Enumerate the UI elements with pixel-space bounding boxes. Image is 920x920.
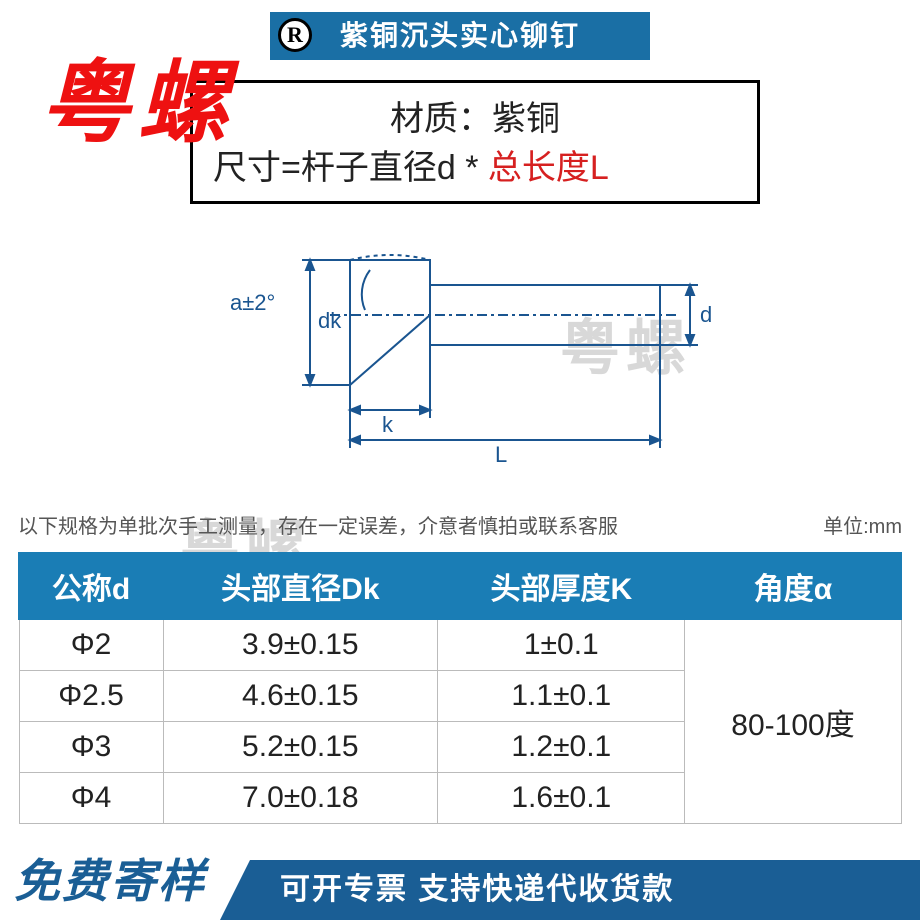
cell-dk: 3.9±0.15 [163,619,438,671]
spec-table: 公称d 头部直径Dk 头部厚度K 角度α Φ2 3.9±0.15 1±0.1 8… [18,552,902,824]
cell-k: 1.1±0.1 [438,671,685,722]
col-nominal-d: 公称d [19,553,163,619]
cell-k: 1.2±0.1 [438,722,685,773]
material-line: 材质：紫铜 [213,91,737,140]
col-head-k: 头部厚度K [438,553,685,619]
cell-d: Φ3 [19,722,163,773]
dk-label: dk [318,308,342,333]
footer-banner: 免费寄样 可开专票 支持快递代收货款 [0,842,920,920]
dimension-prefix: 尺寸=杆子直径d * [213,149,488,187]
cell-d: Φ2 [19,619,163,671]
rivet-diagram: a±2° dk d k L [200,210,740,470]
cell-dk: 7.0±0.18 [163,773,438,824]
cell-d: Φ4 [19,773,163,824]
cell-angle: 80-100度 [685,619,901,824]
spec-info-box: 材质：紫铜 尺寸=杆子直径d * 总长度L [190,80,760,204]
cell-k: 1.6±0.1 [438,773,685,824]
angle-label: a±2° [230,290,275,315]
registered-icon: R [278,18,312,52]
col-head-dk: 头部直径Dk [163,553,438,619]
dimension-length-red: 总长度L [488,149,609,187]
L-label: L [495,442,507,467]
dimension-line: 尺寸=杆子直径d * 总长度L [213,140,737,189]
unit-label: 单位:mm [823,510,902,539]
table-row: Φ2 3.9±0.15 1±0.1 80-100度 [19,619,901,671]
brand-watermark: 粤螺 [40,30,236,160]
product-title-bar: 紫铜沉头实心铆钉 [270,12,650,60]
cell-d: Φ2.5 [19,671,163,722]
col-angle: 角度α [685,553,901,619]
table-header-row: 公称d 头部直径Dk 头部厚度K 角度α [19,553,901,619]
d-label: d [700,302,712,327]
footer-services: 可开专票 支持快递代收货款 [250,860,920,920]
cell-dk: 5.2±0.15 [163,722,438,773]
cell-dk: 4.6±0.15 [163,671,438,722]
measurement-note-row: 以下规格为单批次手工测量，存在一定误差，介意者慎拍或联系客服 单位:mm [18,510,902,539]
k-label: k [382,412,394,437]
cell-k: 1±0.1 [438,619,685,671]
measurement-note: 以下规格为单批次手工测量，存在一定误差，介意者慎拍或联系客服 [18,516,618,538]
